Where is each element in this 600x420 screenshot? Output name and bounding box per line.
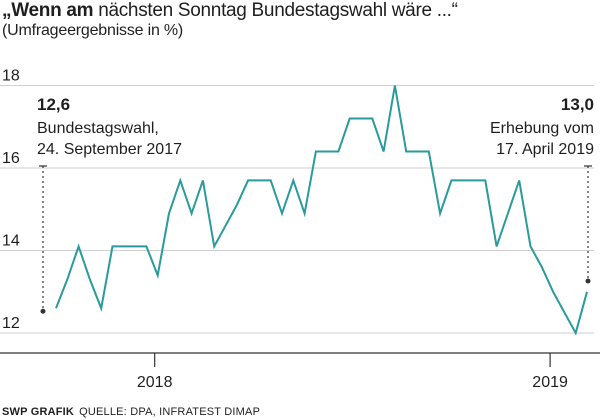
chart-title: „Wenn am nächsten Sonntag Bundestagswahl… bbox=[2, 0, 458, 22]
series-line bbox=[55, 85, 588, 336]
annotations-layer: 12,6 Bundestagswahl, 24. September 2017 13,… bbox=[37, 95, 594, 314]
x-tick-label-2018: 2018 bbox=[137, 374, 173, 391]
x-axis: 2018 2019 bbox=[0, 352, 600, 391]
chart-title-rest: nächsten Sonntag Bundestagswahl wäre ...… bbox=[93, 0, 458, 21]
annotation-right-line1: Erhebung vom bbox=[490, 120, 594, 137]
gridlines bbox=[0, 85, 594, 334]
y-tick-label-16: 16 bbox=[2, 150, 20, 167]
annotation-left-dot bbox=[40, 308, 46, 314]
brand-label: SWP GRAFIK bbox=[2, 406, 75, 418]
y-tick-label-14: 14 bbox=[2, 233, 20, 250]
series-layer bbox=[55, 85, 588, 336]
y-tick-label-18: 18 bbox=[2, 68, 20, 85]
y-axis-ticks: 12 14 16 18 bbox=[2, 68, 20, 333]
chart-subtitle: (Umfrageergebnisse in %) bbox=[2, 22, 184, 39]
annotation-left-line1: Bundestagswahl, bbox=[37, 120, 159, 137]
chart-title-bold: „Wenn am bbox=[2, 0, 94, 21]
annotation-right-line2: 17. April 2019 bbox=[496, 141, 594, 158]
annotation-left-value: 12,6 bbox=[37, 95, 70, 114]
annotation-right-dot bbox=[585, 278, 591, 284]
source-label: QUELLE: DPA, INFRATEST DIMAP bbox=[79, 406, 261, 418]
y-tick-label-12: 12 bbox=[2, 315, 20, 332]
annotation-right-value: 13,0 bbox=[561, 95, 594, 114]
line-chart: 12 14 16 18 2018 2019 12,6 Bundestagswahl, 24.… bbox=[0, 68, 600, 391]
x-tick-label-2019: 2019 bbox=[532, 374, 568, 391]
source-footer: SWP GRAFIK QUELLE: DPA, INFRATEST DIMAP bbox=[2, 406, 260, 419]
annotation-left-line2: 24. September 2017 bbox=[37, 141, 182, 158]
